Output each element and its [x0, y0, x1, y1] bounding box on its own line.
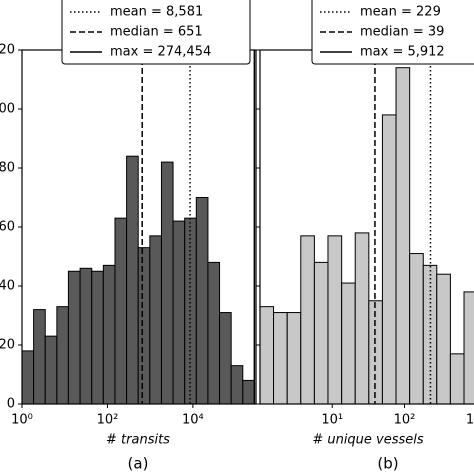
bar — [56, 306, 69, 405]
panel: 10¹ 10² 10³ # unique vessels (b) mean = 229 me… — [256, 0, 474, 473]
legend-box — [311, 0, 474, 65]
bar — [313, 261, 329, 405]
x-tick-label: 10⁴ — [182, 413, 204, 428]
bar — [449, 353, 465, 405]
bar — [300, 235, 315, 405]
bar — [91, 270, 104, 405]
bar — [381, 114, 397, 405]
caption: (a) — [128, 455, 149, 473]
x-tick-label: 10⁰ — [11, 413, 33, 428]
bar — [79, 267, 93, 405]
x-axis-label: # unique vessels — [312, 433, 424, 448]
caption: (b) — [377, 455, 398, 473]
legend-label: mean = 8,581 — [110, 5, 203, 20]
bar — [137, 247, 151, 405]
panel: 0 20 40 60 80 100 120 10⁰ 10² 10⁴ # transits (a) mea… — [0, 0, 257, 473]
y-tick-label: 120 — [0, 43, 15, 58]
bar — [44, 335, 58, 405]
bar — [463, 291, 474, 405]
bar — [409, 253, 424, 405]
bar — [354, 232, 370, 405]
bar — [149, 235, 162, 405]
bar — [327, 235, 343, 405]
bar — [230, 365, 244, 405]
bar — [21, 350, 35, 405]
bar — [114, 217, 128, 405]
bar — [207, 261, 221, 405]
bar — [195, 197, 209, 405]
y-tick-label: 20 — [0, 338, 15, 353]
legend-label: max = 274,454 — [110, 45, 211, 60]
bar — [126, 155, 139, 405]
x-tick-label: 10³ — [466, 413, 474, 428]
bar — [395, 67, 411, 405]
y-tick-label: 100 — [0, 102, 15, 117]
x-tick-label: 10¹ — [321, 413, 343, 428]
bar — [102, 264, 116, 405]
bar — [160, 161, 174, 405]
bar — [242, 379, 255, 405]
bar — [172, 220, 186, 405]
y-tick-label: 0 — [7, 397, 15, 412]
bar — [273, 312, 288, 405]
bar — [219, 312, 232, 405]
bar — [33, 309, 46, 405]
legend-box — [61, 0, 251, 65]
bar — [286, 312, 302, 405]
y-tick-label: 80 — [0, 161, 15, 176]
bar — [436, 273, 451, 405]
y-tick-label: 60 — [0, 220, 15, 235]
legend-label: median = 39 — [360, 25, 444, 40]
legend-label: max = 5,912 — [360, 45, 445, 60]
x-tick-label: 10² — [394, 413, 416, 428]
y-tick-label: 40 — [0, 279, 15, 294]
legend-label: mean = 229 — [360, 5, 441, 20]
legend-label: median = 651 — [110, 25, 203, 40]
bar — [259, 306, 275, 405]
x-axis-label: # transits — [106, 433, 170, 448]
bar — [341, 282, 356, 405]
x-tick-label: 10² — [97, 413, 119, 428]
bar — [67, 270, 81, 405]
